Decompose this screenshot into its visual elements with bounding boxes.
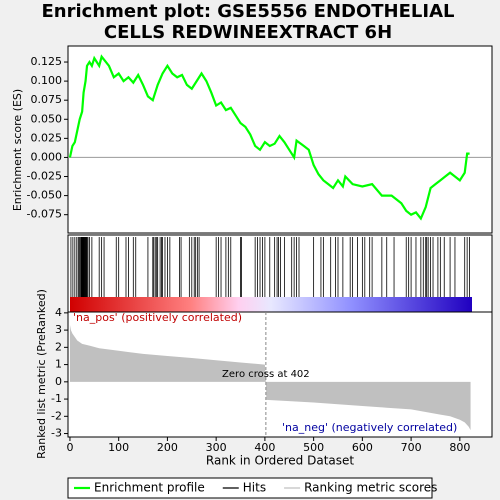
neg-label: 'na_neg' (negatively correlated) — [282, 421, 457, 434]
legend — [67, 477, 433, 499]
x-tick-label: 700 — [401, 441, 422, 454]
y-tick-label: -0.075 — [27, 208, 62, 221]
y-tick-label: 0.075 — [31, 93, 63, 106]
y-tick-label: 3 — [55, 323, 62, 336]
y-tick-label: 2 — [55, 340, 62, 353]
y-tick-label: -3 — [51, 427, 62, 440]
color-bar — [70, 297, 472, 312]
y-tick-label: 0 — [55, 375, 62, 388]
metric-area — [69, 324, 471, 431]
y-tick-label: 0.100 — [31, 74, 63, 87]
y-tick-label: 0.050 — [31, 112, 63, 125]
legend-label: Hits — [243, 481, 266, 495]
y-tick-label: -0.050 — [27, 189, 62, 202]
x-tick-label: 400 — [254, 441, 275, 454]
x-tick-label: 0 — [66, 441, 73, 454]
chart-title: CELLS REDWINEEXTRACT 6H — [104, 22, 392, 43]
es-line — [68, 54, 470, 221]
y-axis-label: Enrichment score (ES) — [11, 89, 24, 211]
x-tick-label: 100 — [108, 441, 129, 454]
x-tick-label: 200 — [157, 441, 178, 454]
x-tick-label: 300 — [206, 441, 227, 454]
x-tick-label: 800 — [449, 441, 470, 454]
y-tick-label: -2 — [51, 409, 62, 422]
pos-label: 'na_pos' (positively correlated) — [73, 311, 242, 324]
y-tick-label: 1 — [55, 358, 62, 371]
y-tick-label: 4 — [55, 306, 62, 319]
y-tick-label: -0.025 — [27, 170, 62, 183]
y-tick-label: -1 — [51, 392, 62, 405]
y-tick-label: 0.125 — [31, 55, 63, 68]
x-tick-label: 600 — [352, 441, 373, 454]
x-axis-label: Rank in Ordered Dataset — [206, 454, 354, 468]
y-tick-label: 0.000 — [31, 150, 63, 163]
x-tick-label: 500 — [303, 441, 324, 454]
es-panel — [67, 45, 493, 234]
legend-label: Ranking metric scores — [304, 481, 437, 495]
y-axis-label: Ranked list metric (PreRanked) — [35, 289, 48, 459]
y-tick-label: 0.025 — [31, 131, 63, 144]
legend-label: Enrichment profile — [94, 481, 205, 495]
zero-cross-label: Zero cross at 402 — [222, 369, 310, 380]
chart-title: Enrichment plot: GSE5556 ENDOTHELIAL — [42, 1, 455, 22]
